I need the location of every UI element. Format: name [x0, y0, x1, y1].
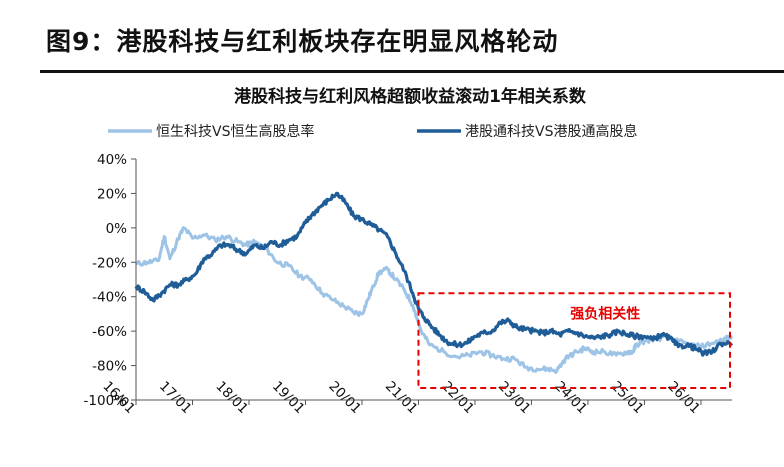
- x-tick-label: 24/01: [551, 378, 590, 417]
- series-line-connect-tech-vs-connect-high-dividend: [134, 191, 734, 357]
- x-tick-label: 22/01: [438, 378, 477, 417]
- x-tick-label: 25/01: [608, 378, 647, 417]
- y-tick-label: -100%: [84, 393, 128, 409]
- x-tick-label: 19/01: [269, 378, 308, 417]
- figure-title: 图9：港股科技与红利板块存在明显风格轮动: [46, 27, 559, 56]
- x-tick-label: 26/01: [664, 378, 703, 417]
- x-tick-label: 20/01: [325, 378, 364, 417]
- series-line-hstech-vs-hs-high-dividend: [135, 226, 734, 374]
- y-axis-ticks: 40% 20% 0% -20% -40% -60% -80% -100%: [84, 152, 136, 409]
- x-tick-label: 21/01: [382, 378, 421, 417]
- y-tick-label: 40%: [97, 152, 127, 168]
- x-tick-label: 18/01: [212, 378, 251, 417]
- x-axis-ticks: 16/01 17/01 18/01 19/01 20/01 21/01 22/01 23/01…: [99, 378, 703, 417]
- legend: 恒生科技VS恒生高股息率 港股通科技VS港股通高股息: [108, 123, 637, 140]
- y-tick-label: -40%: [92, 290, 127, 306]
- series-layer: [134, 191, 734, 374]
- title-underline: [40, 70, 784, 73]
- x-tick-label: 17/01: [156, 378, 195, 417]
- annotation: 强负相关性: [417, 292, 731, 389]
- legend-label-hstech: 恒生科技VS恒生高股息率: [156, 123, 314, 140]
- annotation-box: [417, 292, 731, 389]
- y-tick-label: -80%: [92, 359, 127, 375]
- legend-label-connect-tech: 港股通科技VS港股通高股息: [465, 123, 637, 140]
- y-tick-label: 20%: [97, 186, 127, 202]
- y-tick-label: 0%: [106, 221, 128, 237]
- x-tick-label: 23/01: [495, 378, 534, 417]
- y-tick-label: -20%: [92, 255, 127, 271]
- chart-title: 港股科技与红利风格超额收益滚动1年相关系数: [234, 86, 587, 107]
- annotation-label: 强负相关性: [570, 305, 640, 322]
- plot-frame: [135, 159, 732, 401]
- y-tick-label: -60%: [92, 324, 127, 340]
